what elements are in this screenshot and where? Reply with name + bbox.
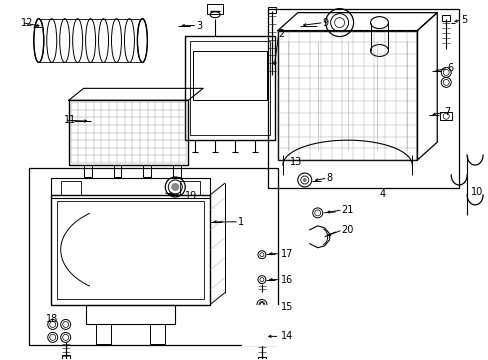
Text: 21: 21: [341, 205, 353, 215]
Text: 11: 11: [63, 115, 76, 125]
Bar: [439, 112, 451, 120]
Bar: [173, 165, 181, 177]
Circle shape: [171, 183, 179, 191]
Text: 3: 3: [196, 21, 202, 31]
Bar: [51, 195, 210, 305]
Text: 6: 6: [447, 63, 452, 73]
Text: 18: 18: [46, 314, 58, 324]
Bar: [441, 15, 449, 21]
Text: 12: 12: [21, 18, 33, 28]
Bar: [51, 178, 210, 198]
Text: 14: 14: [280, 332, 292, 341]
Bar: [68, 100, 188, 165]
Text: 10: 10: [470, 187, 482, 197]
Text: 15: 15: [280, 302, 293, 311]
Bar: [193, 50, 266, 100]
Text: 20: 20: [341, 225, 353, 235]
Text: 13: 13: [289, 157, 302, 167]
Bar: [207, 4, 223, 14]
Bar: [277, 31, 416, 160]
Bar: [267, 7, 275, 13]
Bar: [258, 357, 265, 360]
Bar: [150, 324, 165, 345]
Circle shape: [302, 178, 306, 182]
Bar: [61, 181, 81, 195]
Bar: [180, 181, 200, 195]
Bar: [267, 9, 458, 188]
Text: 8: 8: [326, 173, 332, 183]
Text: 7: 7: [443, 107, 449, 117]
Text: 5: 5: [460, 15, 467, 24]
Text: 4: 4: [379, 189, 385, 199]
Text: 1: 1: [238, 217, 244, 227]
Bar: [113, 165, 121, 177]
Text: 19: 19: [185, 191, 197, 201]
Bar: [85, 305, 175, 324]
Bar: [29, 168, 277, 345]
Text: 9: 9: [322, 18, 328, 28]
Text: 17: 17: [280, 249, 293, 259]
Bar: [143, 165, 151, 177]
Bar: [61, 355, 69, 360]
Text: 16: 16: [280, 275, 292, 285]
Bar: [190, 41, 269, 135]
Bar: [83, 165, 91, 177]
Bar: [95, 324, 110, 345]
Bar: [185, 36, 274, 140]
Text: 2: 2: [277, 28, 284, 39]
Bar: [57, 201, 203, 298]
Polygon shape: [243, 306, 277, 345]
